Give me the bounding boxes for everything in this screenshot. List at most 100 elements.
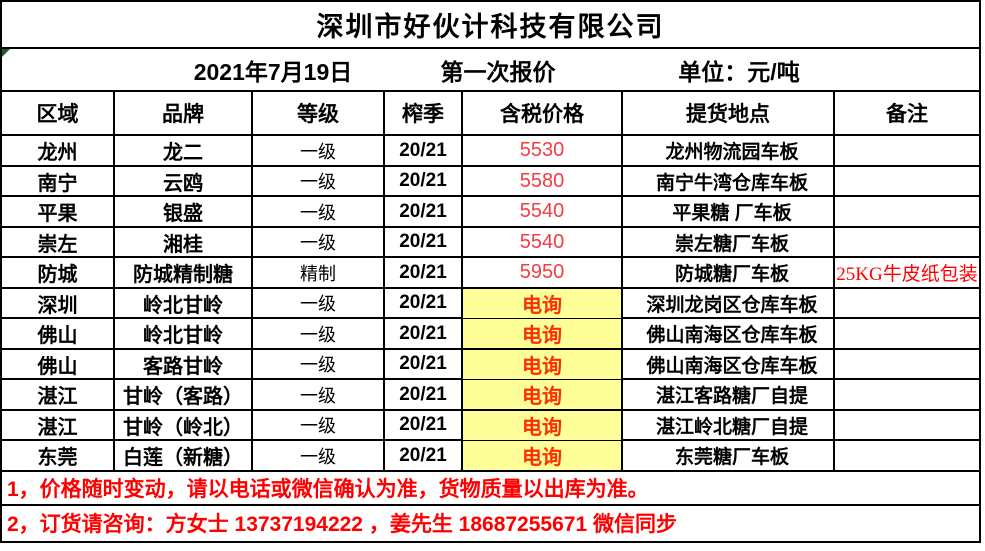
table-row: 佛山 客路甘岭 一级 20/21 电询 佛山南海区仓库车板: [2, 349, 979, 380]
cell-location: 湛江客路糖厂自提: [623, 380, 835, 409]
cell-price: 5530: [463, 136, 623, 165]
table-row: 东莞 白莲（新糖） 一级 20/21 电询 东莞糖厂车板: [2, 441, 979, 472]
cell-location: 崇左糖厂车板: [623, 227, 835, 257]
table-row: 湛江 甘岭（客路） 一级 20/21 电询 湛江客路糖厂自提: [2, 380, 979, 411]
cell-grade: 一级: [253, 136, 385, 165]
title-row: 深圳市好伙计科技有限公司: [2, 2, 979, 49]
cell-remark: [835, 319, 979, 348]
cell-brand: 岭北甘岭: [115, 319, 253, 348]
cell-location: 佛山南海区仓库车板: [623, 349, 835, 379]
cell-price: 电询: [463, 410, 623, 440]
col-header-brand: 品牌: [115, 92, 253, 134]
cell-location: 南宁牛湾仓库车板: [623, 166, 835, 196]
cell-season: 20/21: [385, 410, 463, 440]
col-header-region: 区域: [2, 92, 115, 134]
col-header-remark: 备注: [886, 103, 928, 126]
cell-season: 20/21: [385, 319, 463, 348]
table-row: 深圳 岭北甘岭 一级 20/21 电询 深圳龙岗区仓库车板: [2, 288, 979, 319]
cell-brand: 湘桂: [115, 227, 253, 257]
cell-region: 佛山: [2, 349, 115, 379]
cell-grade: 一级: [253, 288, 385, 318]
cell-season: 20/21: [385, 258, 463, 287]
cell-remark: [835, 136, 979, 165]
table-header-row: 区域 品牌 等级 榨季 含税价格 提货地点 备注: [2, 92, 979, 136]
cell-region: 东莞: [2, 441, 115, 470]
cell-brand: 岭北甘岭: [115, 288, 253, 318]
cell-price: 5580: [463, 166, 623, 196]
cell-remark: 25KG牛皮纸包装: [836, 264, 978, 285]
col-header-grade: 等级: [253, 92, 385, 134]
cell-remark: [835, 228, 979, 257]
cell-region: 湛江: [2, 410, 115, 440]
cell-season: 20/21: [385, 227, 463, 257]
cell-remark: [835, 289, 979, 318]
cell-grade: 一级: [253, 227, 385, 257]
col-header-price: 含税价格: [463, 92, 623, 134]
cell-price: 电询: [463, 441, 623, 470]
table-row: 防城 防城精制糖 精制 20/21 5950 防城糖厂车板 25KG牛皮纸包装: [2, 258, 979, 289]
quote-date: 2021年7月19日: [193, 58, 353, 85]
cell-error-indicator-icon: [2, 49, 10, 57]
table-row: 龙州 龙二 一级 20/21 5530 龙州物流园车板: [2, 136, 979, 167]
subheader-row: 2021年7月19日 第一次报价 单位：元/吨: [2, 49, 979, 92]
cell-location: 东莞糖厂车板: [623, 441, 835, 470]
cell-location: 佛山南海区仓库车板: [623, 319, 835, 348]
cell-grade: 一级: [253, 380, 385, 409]
cell-season: 20/21: [385, 380, 463, 409]
cell-grade: 精制: [253, 258, 385, 287]
table-row: 南宁 云鸥 一级 20/21 5580 南宁牛湾仓库车板: [2, 166, 979, 197]
cell-grade: 一级: [253, 319, 385, 348]
cell-grade: 一级: [253, 349, 385, 379]
cell-brand: 龙二: [115, 136, 253, 165]
cell-location: 平果糖 厂车板: [623, 197, 835, 226]
cell-region: 崇左: [2, 227, 115, 257]
cell-remark: [835, 167, 979, 196]
cell-region: 南宁: [2, 166, 115, 196]
cell-season: 20/21: [385, 349, 463, 379]
cell-season: 20/21: [385, 441, 463, 470]
cell-brand: 云鸥: [115, 166, 253, 196]
cell-brand: 防城精制糖: [115, 258, 253, 287]
cell-grade: 一级: [253, 166, 385, 196]
cell-region: 龙州: [2, 136, 115, 165]
cell-brand: 甘岭（客路）: [115, 380, 253, 409]
cell-grade: 一级: [253, 441, 385, 470]
cell-price: 5950: [463, 258, 623, 287]
cell-price: 电询: [463, 319, 623, 348]
cell-grade: 一级: [253, 197, 385, 226]
cell-location: 龙州物流园车板: [623, 136, 835, 165]
cell-region: 防城: [2, 258, 115, 287]
cell-location: 防城糖厂车板: [623, 258, 835, 287]
cell-price: 5540: [463, 227, 623, 257]
table-body: 龙州 龙二 一级 20/21 5530 龙州物流园车板 南宁 云鸥 一级 20/…: [2, 136, 979, 472]
col-header-season: 榨季: [385, 92, 463, 134]
cell-season: 20/21: [385, 197, 463, 226]
cell-brand: 甘岭（岭北）: [115, 410, 253, 440]
cell-remark: [835, 197, 979, 226]
cell-remark: [835, 441, 979, 470]
cell-region: 平果: [2, 197, 115, 226]
cell-season: 20/21: [385, 288, 463, 318]
cell-brand: 客路甘岭: [115, 349, 253, 379]
col-header-location: 提货地点: [623, 92, 835, 134]
cell-grade: 一级: [253, 410, 385, 440]
cell-remark: [835, 380, 979, 409]
cell-region: 深圳: [2, 288, 115, 318]
footnote-1: 1，价格随时变动，请以电话或微信确认为准，货物质量以出库为准。: [2, 472, 979, 506]
cell-price: 电询: [463, 380, 623, 409]
cell-region: 佛山: [2, 319, 115, 348]
cell-location: 湛江岭北糖厂自提: [623, 410, 835, 440]
cell-season: 20/21: [385, 166, 463, 196]
cell-region: 湛江: [2, 380, 115, 409]
cell-price: 5540: [463, 197, 623, 226]
company-title: 深圳市好伙计科技有限公司: [316, 12, 665, 42]
table-row: 佛山 岭北甘岭 一级 20/21 电询 佛山南海区仓库车板: [2, 319, 979, 350]
cell-brand: 银盛: [115, 197, 253, 226]
quote-round: 第一次报价: [440, 58, 556, 85]
cell-remark: [835, 411, 979, 440]
cell-season: 20/21: [385, 136, 463, 165]
table-row: 崇左 湘桂 一级 20/21 5540 崇左糖厂车板: [2, 227, 979, 258]
table-row: 平果 银盛 一级 20/21 5540 平果糖 厂车板: [2, 197, 979, 228]
price-unit: 单位：元/吨: [678, 58, 800, 85]
